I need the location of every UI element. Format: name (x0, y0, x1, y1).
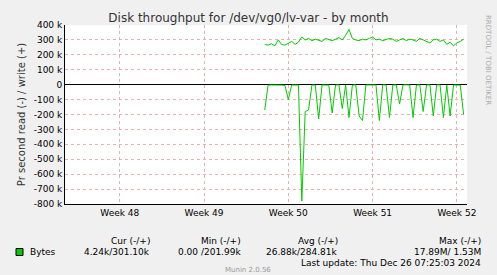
svg-text:Avg (-/+): Avg (-/+) (298, 236, 338, 246)
svg-text:Bytes: Bytes (30, 247, 56, 257)
svg-text:Disk throughput for /dev/vg0/l: Disk throughput for /dev/vg0/lv-var - by… (108, 11, 388, 25)
svg-text:Week 52: Week 52 (437, 208, 476, 218)
svg-text:Cur (-/+): Cur (-/+) (111, 236, 150, 246)
svg-text:Last update: Thu Dec 26 07:25:: Last update: Thu Dec 26 07:25:03 2024 (301, 258, 481, 268)
svg-text:-300 k: -300 k (34, 125, 63, 135)
svg-text:400 k: 400 k (37, 20, 63, 30)
svg-text:Week 51: Week 51 (353, 208, 392, 218)
svg-text:Munin 2.0.56: Munin 2.0.56 (225, 266, 271, 274)
svg-text:-400 k: -400 k (34, 139, 63, 149)
svg-text:300 k: 300 k (37, 35, 63, 45)
svg-text:Week 49: Week 49 (185, 208, 224, 218)
svg-text:0.00 /201.99k: 0.00 /201.99k (178, 247, 241, 257)
svg-text:-500 k: -500 k (34, 154, 63, 164)
svg-text:-800 k: -800 k (34, 199, 63, 209)
svg-text:-100 k: -100 k (34, 95, 63, 105)
svg-text:Week 50: Week 50 (269, 208, 308, 218)
svg-text:0: 0 (56, 80, 62, 90)
svg-text:Week 48: Week 48 (100, 208, 139, 218)
svg-text:17.89M/ 1.53M: 17.89M/ 1.53M (414, 247, 481, 257)
svg-text:200 k: 200 k (37, 50, 63, 60)
svg-text:-700 k: -700 k (34, 184, 63, 194)
svg-text:Min (-/+): Min (-/+) (201, 236, 241, 246)
svg-text:26.88k/284.81k: 26.88k/284.81k (266, 247, 338, 257)
svg-text:-600 k: -600 k (34, 169, 63, 179)
svg-text:Pr second read (-) / write (+): Pr second read (-) / write (+) (16, 43, 27, 186)
svg-text:Max (-/+): Max (-/+) (439, 236, 481, 246)
svg-text:-200 k: -200 k (34, 110, 63, 120)
svg-text:RRDTOOL / TOBI OETIKER: RRDTOOL / TOBI OETIKER (484, 15, 492, 105)
svg-text:100 k: 100 k (37, 65, 63, 75)
svg-text:4.24k/301.10k: 4.24k/301.10k (84, 247, 150, 257)
